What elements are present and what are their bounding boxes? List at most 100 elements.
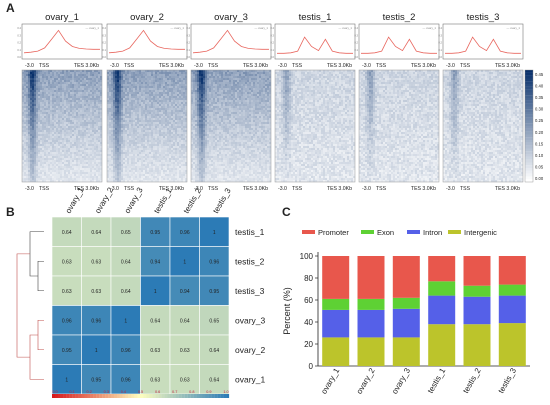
heatmap-cell: [74, 136, 77, 139]
heatmap-cell: [84, 100, 87, 103]
heatmap-cell: [40, 76, 43, 79]
heatmap-cell: [181, 106, 184, 109]
heatmap-cell: [84, 96, 87, 99]
heatmap-cell: [44, 136, 47, 139]
heatmap-cell: [247, 72, 250, 75]
heatmap-cell: [42, 180, 45, 183]
heatmap-cell: [46, 126, 49, 129]
heatmap-cell: [163, 164, 166, 167]
heatmap-cell: [167, 96, 170, 99]
heatmap-cell: [167, 116, 170, 119]
heatmap-cell: [185, 100, 188, 103]
heatmap-cell: [76, 82, 79, 85]
heatmap-cell: [133, 152, 136, 155]
heatmap-cell: [90, 124, 93, 127]
heatmap-cell: [123, 168, 126, 171]
heatmap-cell: [52, 120, 55, 123]
heatmap-cell: [68, 112, 71, 115]
heatmap-cell: [139, 108, 142, 111]
heatmap-cell: [243, 76, 246, 79]
heatmap-cell: [36, 104, 39, 107]
heatmap-cell: [90, 86, 93, 89]
heatmap-cell: [50, 114, 53, 117]
heatmap-cell: [50, 176, 53, 179]
heatmap-cell: [26, 106, 29, 109]
heatmap-cell: [257, 84, 260, 87]
heatmap-cell: [42, 86, 45, 89]
heatmap-cell: [115, 136, 118, 139]
heatmap-cell: [213, 84, 216, 87]
heatmap-cell: [217, 76, 220, 79]
heatmap-cell: [171, 156, 174, 159]
heatmap-cell: [137, 102, 140, 105]
heatmap-cell: [84, 74, 87, 77]
heatmap-cell: [80, 94, 83, 97]
heatmap-cell: [44, 152, 47, 155]
heatmap-cell: [137, 126, 140, 129]
heatmap-cell: [133, 80, 136, 83]
heatmap-cell: [52, 130, 55, 133]
heatmap-cell: [153, 114, 156, 117]
heatmap-cell: [161, 72, 164, 75]
heatmap-cell: [185, 132, 188, 135]
heatmap-cell: [243, 74, 246, 77]
heatmap-cell: [117, 116, 120, 119]
heatmap-cell: [34, 174, 37, 177]
heatmap-cell: [117, 126, 120, 129]
heatmap-cell: [253, 82, 256, 85]
heatmap-cell: [107, 102, 110, 105]
heatmap-cell: [66, 92, 69, 95]
heatmap-cell: [22, 86, 25, 89]
heatmap-cell: [157, 134, 160, 137]
heatmap-cell: [193, 72, 196, 75]
heatmap-cell: [259, 88, 262, 91]
heatmap-cell: [175, 132, 178, 135]
heatmap-cell: [127, 78, 130, 81]
heatmap-cell: [181, 142, 184, 145]
heatmap-cell: [155, 162, 158, 165]
heatmap-cell: [50, 126, 53, 129]
heatmap-cell: [80, 80, 83, 83]
heatmap-cell: [229, 76, 232, 79]
heatmap-cell: [52, 170, 55, 173]
heatmap-cell: [157, 140, 160, 143]
heatmap-cell: [143, 106, 146, 109]
heatmap-cell: [145, 74, 148, 77]
heatmap-cell: [74, 92, 77, 95]
heatmap-cell: [153, 86, 156, 89]
heatmap-cell: [82, 180, 85, 183]
heatmap-cell: [86, 174, 89, 177]
heatmap-cell: [137, 132, 140, 135]
heatmap-cell: [94, 150, 97, 153]
heatmap-cell: [163, 174, 166, 177]
heatmap-cell: [24, 108, 27, 111]
heatmap-cell: [157, 80, 160, 83]
heatmap-cell: [169, 156, 172, 159]
heatmap-cell: [185, 168, 188, 171]
heatmap-cell: [82, 146, 85, 149]
heatmap-cell: [179, 116, 182, 119]
heatmap-cell: [74, 80, 77, 83]
heatmap-cell: [133, 168, 136, 171]
heatmap-cell: [267, 74, 270, 77]
heatmap-cell: [241, 72, 244, 75]
heatmap-cell: [169, 162, 172, 165]
heatmap-cell: [107, 124, 110, 127]
heatmap-cell: [125, 110, 128, 113]
heatmap-cell: [22, 166, 25, 169]
heatmap-cell: [107, 86, 110, 89]
heatmap-cell: [76, 122, 79, 125]
heatmap-cell: [46, 104, 49, 107]
heatmap-cell: [96, 78, 99, 81]
heatmap-cell: [98, 74, 101, 77]
heatmap-cell: [147, 136, 150, 139]
heatmap-cell: [175, 76, 178, 79]
heatmap-cell: [135, 74, 138, 77]
heatmap-cell: [64, 170, 67, 173]
heatmap-cell: [231, 86, 234, 89]
heatmap-cell: [78, 88, 81, 91]
heatmap-cell: [52, 96, 55, 99]
heatmap-cell: [26, 130, 29, 133]
heatmap-cell: [32, 124, 35, 127]
heatmap-cell: [137, 154, 140, 157]
